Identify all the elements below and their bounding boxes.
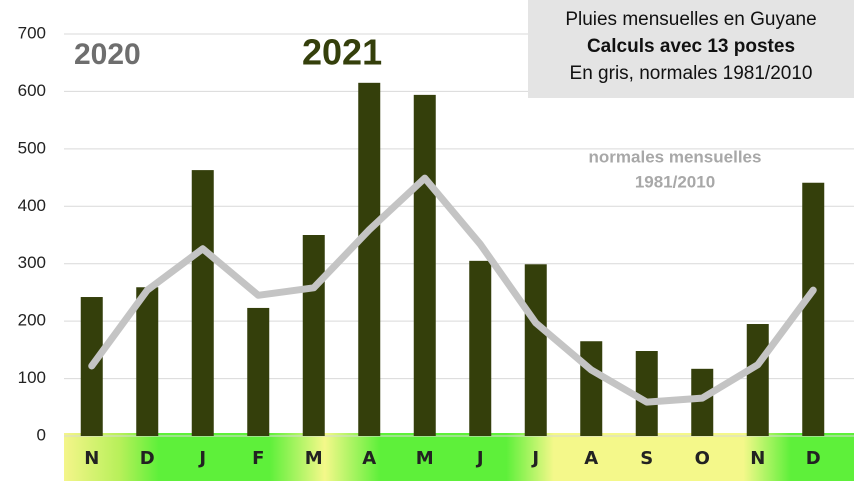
x-tick-label: M: [305, 448, 323, 469]
y-tick-label: 300: [18, 253, 46, 272]
y-tick-label: 200: [18, 311, 46, 330]
subtitle: En gris, normales 1981/2010: [570, 63, 813, 84]
x-tick-label: O: [695, 448, 710, 469]
y-tick-label: 600: [18, 81, 46, 100]
x-tick-label: M: [416, 448, 434, 469]
x-band: [64, 433, 854, 481]
bar: [802, 182, 825, 436]
bar: [635, 351, 658, 436]
x-tick-label: J: [197, 448, 206, 469]
x-tick-label: A: [362, 448, 376, 469]
annotation: normales mensuelles: [589, 147, 762, 166]
bar: [524, 264, 547, 436]
annotation: 2020: [74, 38, 141, 71]
bar: [191, 170, 214, 436]
title-box: [528, 0, 854, 98]
title: Pluies mensuelles en Guyane: [565, 9, 816, 30]
bar: [746, 324, 769, 436]
x-tick-label: J: [530, 448, 539, 469]
annotation: 2021: [302, 32, 382, 73]
x-tick-label: J: [475, 448, 484, 469]
bar: [302, 235, 325, 436]
bar: [413, 94, 436, 437]
line: [88, 174, 817, 406]
x-tick-label: N: [750, 448, 765, 469]
x-tick-label: S: [640, 448, 653, 469]
y-tick-label: 0: [37, 425, 46, 444]
x-tick-label: A: [584, 448, 598, 469]
bar: [691, 368, 714, 436]
bar: [580, 341, 603, 436]
bar: [469, 260, 492, 436]
y-tick-label: 400: [18, 196, 46, 215]
y-tick-label: 500: [18, 138, 46, 157]
subtitle: Calculs avec 13 postes: [587, 36, 795, 57]
bar: [247, 307, 270, 436]
y-tick-label: 100: [18, 368, 46, 387]
x-tick-label: F: [252, 448, 264, 469]
annotation: 1981/2010: [635, 172, 715, 191]
x-tick-label: N: [84, 448, 99, 469]
x-tick-label: D: [806, 448, 821, 469]
bar: [136, 287, 159, 436]
x-tick-label: D: [140, 448, 155, 469]
y-tick-label: 700: [18, 23, 46, 42]
bar: [358, 82, 381, 437]
